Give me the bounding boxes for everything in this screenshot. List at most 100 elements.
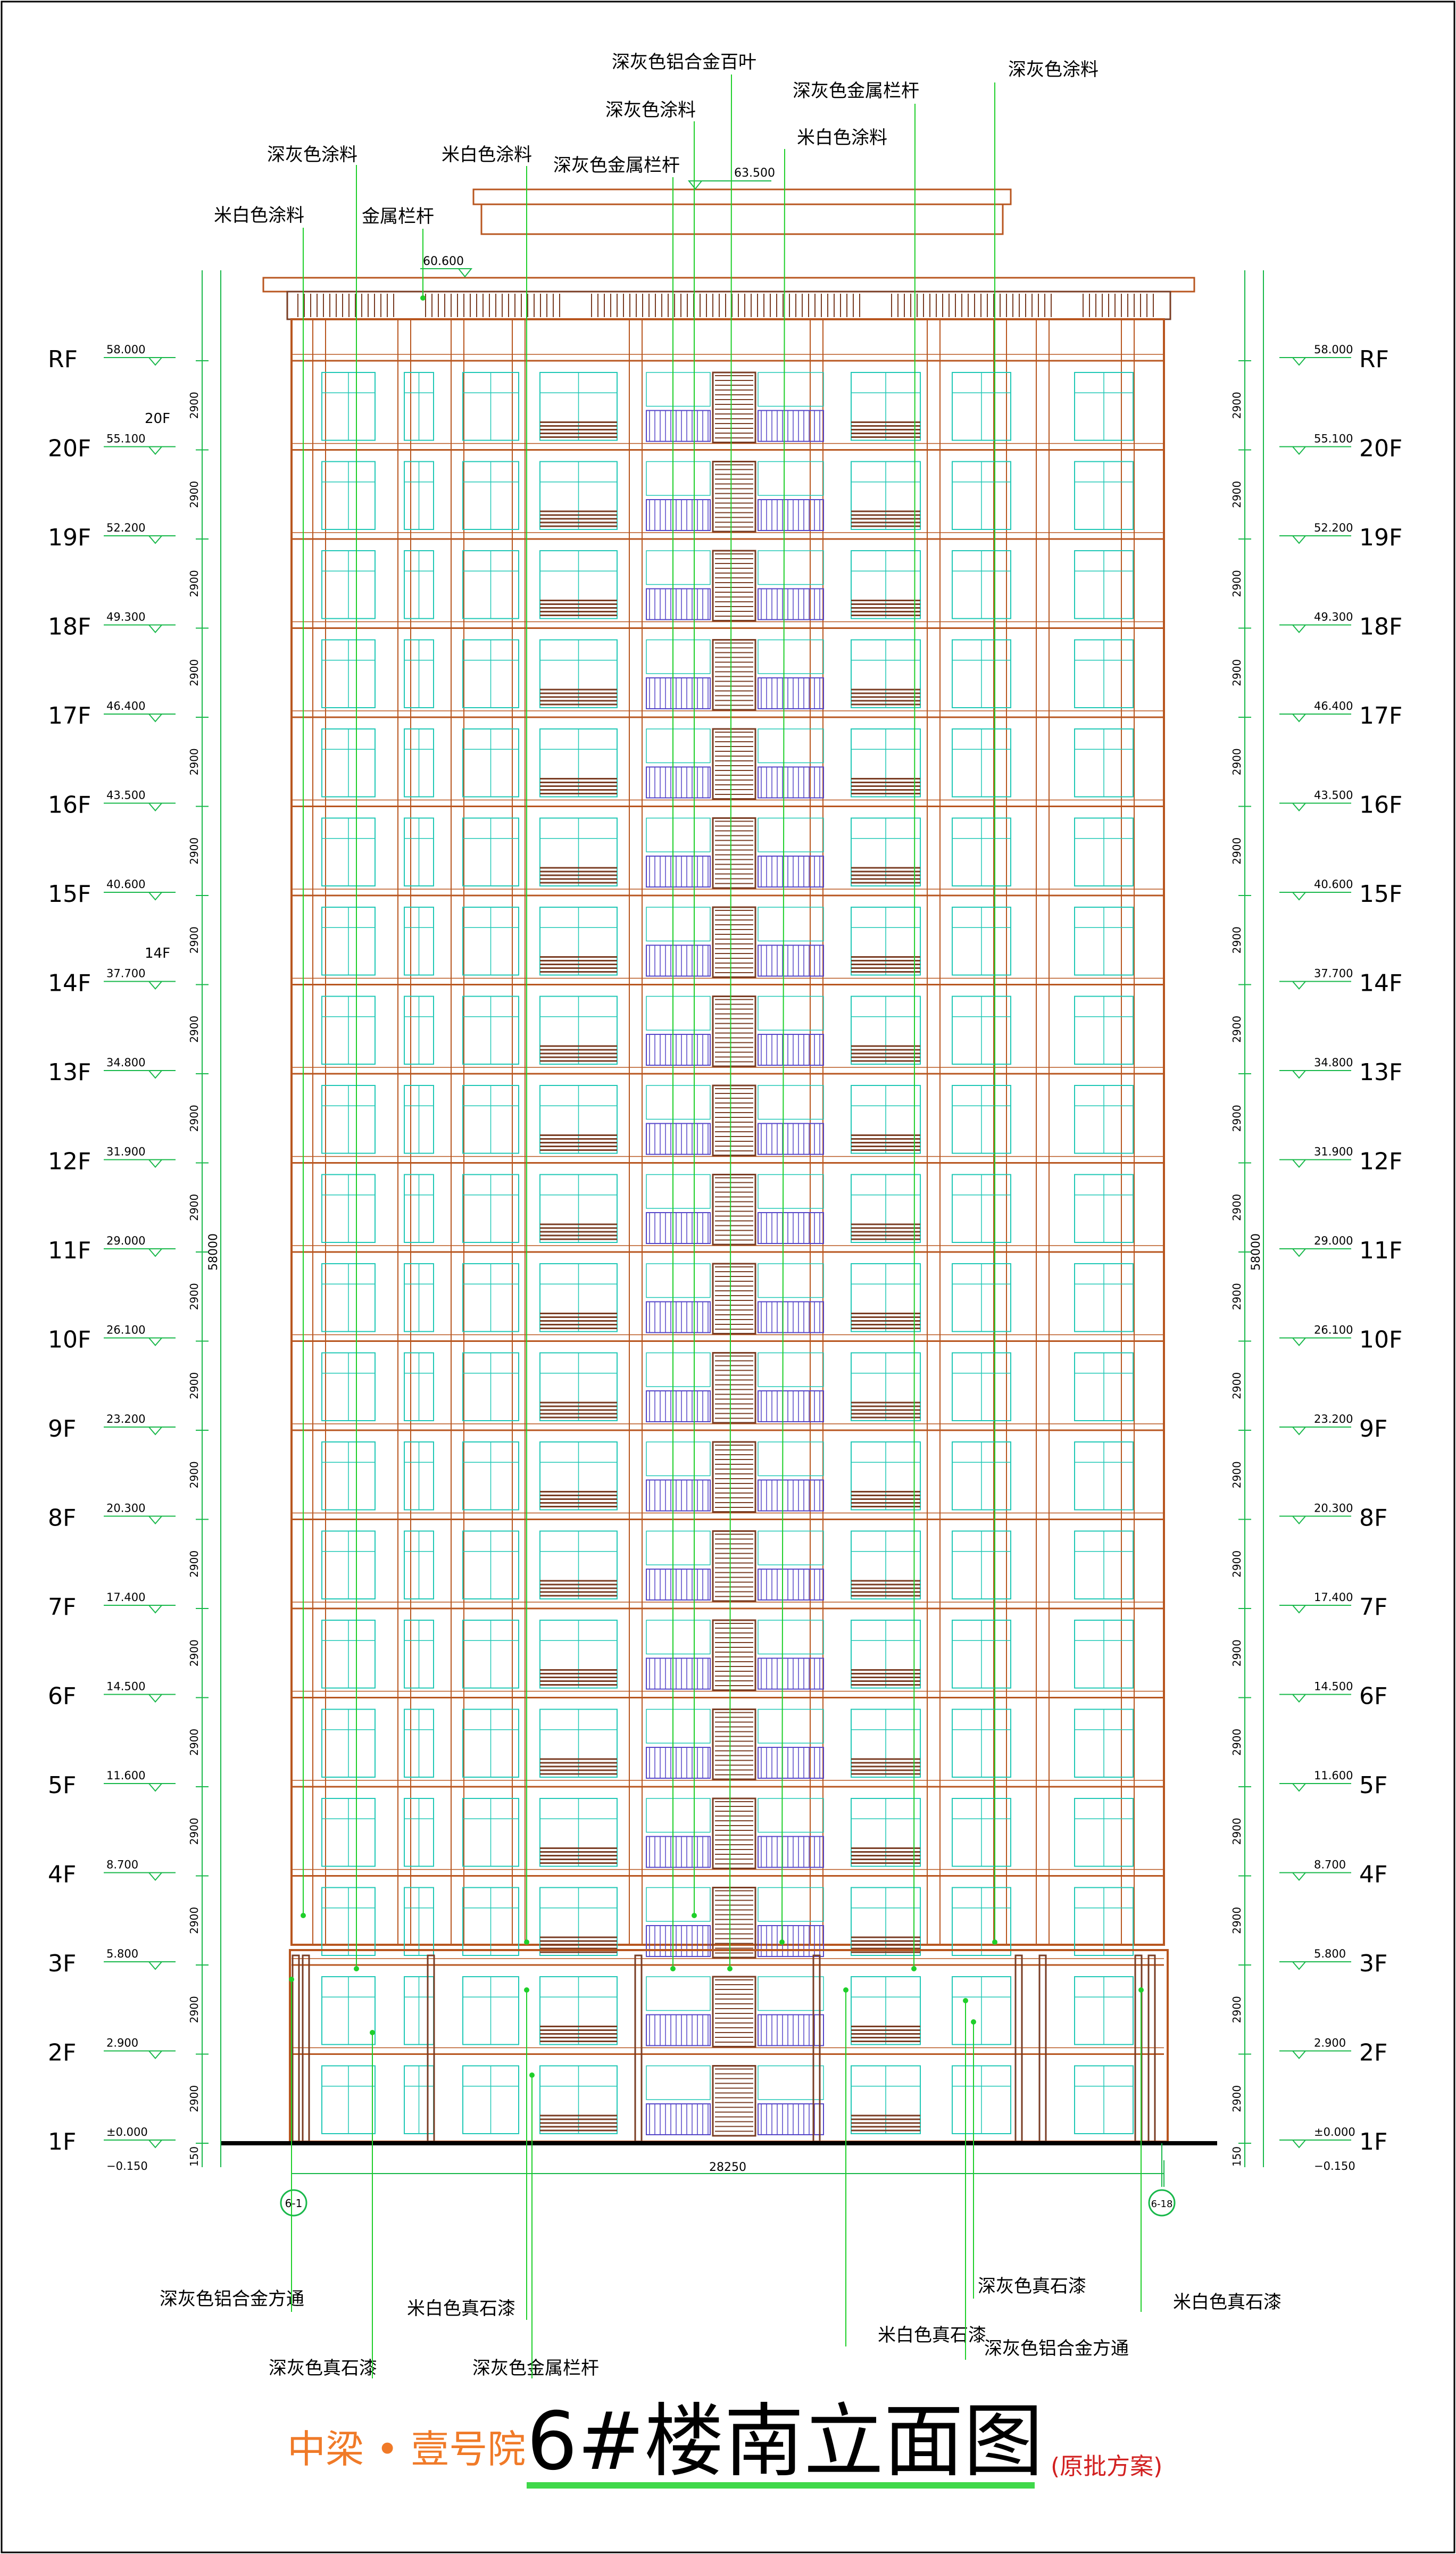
balcony-door xyxy=(758,996,824,1031)
tower-outline xyxy=(290,318,1165,1946)
elevation-left: 23.200 xyxy=(106,1413,145,1425)
leader-dot-bottom xyxy=(963,1998,968,2003)
floor-height-dim: 2900 xyxy=(188,1105,201,1132)
balcony-door xyxy=(758,550,824,585)
level-mark-left xyxy=(148,1961,162,1970)
floor-height-dim: 2900 xyxy=(1230,1372,1243,1399)
balcony-railing xyxy=(758,2014,824,2046)
floor-label-left: 13F xyxy=(48,1059,91,1086)
balcony-railing xyxy=(758,2103,824,2135)
level-mark-right xyxy=(1292,1427,1306,1436)
elevation-left: 17.400 xyxy=(106,1591,145,1604)
balcony-railing xyxy=(646,588,711,620)
louver-door xyxy=(712,996,756,1067)
left-dimension-chain: 2900 2900 2900 2900 2900 2900 2900 2900 2900 2900… xyxy=(188,270,221,2167)
leader-dot xyxy=(992,1939,997,1945)
floor-label-right: RF xyxy=(1359,346,1389,373)
balcony-railing xyxy=(758,1390,824,1422)
inline-tag-14f: 14F xyxy=(145,946,170,961)
base-offset-dim: 150 xyxy=(188,2146,201,2167)
floor-label-right: 3F xyxy=(1359,1950,1387,1977)
level-mark-right xyxy=(1292,1515,1306,1525)
podium-column xyxy=(1014,1954,1023,2143)
floor-label-left: RF xyxy=(48,346,78,373)
total-height-dim: 58000 xyxy=(207,1233,220,1271)
leader-dot-bottom xyxy=(971,2019,976,2025)
balcony-door xyxy=(758,1530,824,1565)
leader-dot xyxy=(727,1966,733,1971)
floor-label-right: 10F xyxy=(1359,1326,1402,1354)
bottom-material-callouts: 深灰色铝合金方通 米白色真石漆 深灰色真石漆 深灰色金属栏杆 深灰色真石漆 米白… xyxy=(160,2276,1282,2379)
balcony-door xyxy=(646,550,711,585)
balcony-door xyxy=(758,1798,824,1833)
balcony-railing xyxy=(646,677,711,709)
drawing-note: (原批方案) xyxy=(1051,2453,1162,2480)
floor-label-right: 20F xyxy=(1359,435,1402,462)
floor-height-dim: 2900 xyxy=(188,748,201,775)
floor-label-right: 12F xyxy=(1359,1148,1402,1175)
floor-label-left: 19F xyxy=(48,524,91,551)
balcony-railing xyxy=(646,2014,711,2046)
parapet-level-mark xyxy=(457,268,473,278)
podium-column xyxy=(634,1954,643,2143)
balcony-door xyxy=(758,817,824,852)
elevation-left: 2.900 xyxy=(106,2037,138,2050)
leader-dot xyxy=(911,1966,917,1971)
level-mark-right xyxy=(1292,892,1306,901)
floor-label-right: 5F xyxy=(1359,1772,1387,1799)
balcony-door xyxy=(758,639,824,674)
elevation-right: 5.800 xyxy=(1314,1947,1346,1960)
podium-column xyxy=(302,1954,310,2143)
pilaster xyxy=(1036,319,1050,1945)
balcony-railing xyxy=(646,410,711,442)
callout-paint-dark-left: 深灰色涂料 xyxy=(267,144,357,165)
louver-door xyxy=(712,639,756,711)
floor-height-dim: 2900 xyxy=(1230,1639,1243,1666)
elevation-right: ±0.000 xyxy=(1314,2126,1355,2138)
level-mark-right xyxy=(1292,2050,1306,2060)
elevation-right: 37.700 xyxy=(1314,967,1353,980)
louver-door xyxy=(712,550,756,621)
floor-label-left: 18F xyxy=(48,613,91,641)
floor-height-dim: 2900 xyxy=(1230,1105,1243,1132)
level-mark-right xyxy=(1292,802,1306,812)
level-mark-right xyxy=(1292,1070,1306,1079)
louver-door xyxy=(712,1263,756,1334)
floor-height-dim: 2900 xyxy=(1230,659,1243,686)
floor-height-dim: 2900 xyxy=(188,1550,201,1578)
floor-label-left: 9F xyxy=(48,1415,76,1442)
level-mark-left xyxy=(148,1783,162,1792)
floor-height-dim: 2900 xyxy=(1230,1996,1243,2023)
roof-machine-room xyxy=(480,203,1004,235)
floor-label-right: 7F xyxy=(1359,1594,1387,1621)
axis-bubble-left xyxy=(280,2189,307,2217)
level-mark-right xyxy=(1292,1783,1306,1792)
podium-column xyxy=(292,1954,300,2143)
balcony-door xyxy=(758,728,824,764)
callout-paint-white-left: 米白色涂料 xyxy=(442,144,532,165)
louver-door xyxy=(712,817,756,889)
balcony-railing xyxy=(646,1123,711,1155)
balcony-door xyxy=(646,1976,711,2011)
elevation-left: 26.100 xyxy=(106,1324,145,1337)
floor-height-dim: 2900 xyxy=(1230,2085,1243,2112)
leader-dot-bottom xyxy=(370,2030,375,2035)
balcony-door xyxy=(758,461,824,496)
balcony-door xyxy=(758,1620,824,1655)
floor-label-left: 5F xyxy=(48,1772,76,1799)
floor-height-dim: 2900 xyxy=(188,392,201,419)
callout-stone-white-center: 米白色真石漆 xyxy=(878,2325,986,2346)
pilaster xyxy=(927,319,941,1945)
floor-label-left: 16F xyxy=(48,792,91,819)
louver-door xyxy=(712,1084,756,1156)
floor-label-right: 16F xyxy=(1359,792,1402,819)
elevation-right: 8.700 xyxy=(1314,1859,1346,1871)
right-dimension-chain: 2900 2900 2900 2900 2900 2900 2900 2900 2900 2900… xyxy=(1230,270,1264,2167)
callout-stone-dark-right: 深灰色真石漆 xyxy=(978,2276,1086,2297)
floor-label-left: 1F xyxy=(48,2128,76,2155)
axis-label-left: 6-1 xyxy=(285,2197,303,2210)
floor-height-dim: 2900 xyxy=(1230,1550,1243,1578)
level-mark-left xyxy=(148,446,162,455)
floor-label-right: 1F xyxy=(1359,2128,1387,2155)
elevation-left: 20.300 xyxy=(106,1502,145,1515)
